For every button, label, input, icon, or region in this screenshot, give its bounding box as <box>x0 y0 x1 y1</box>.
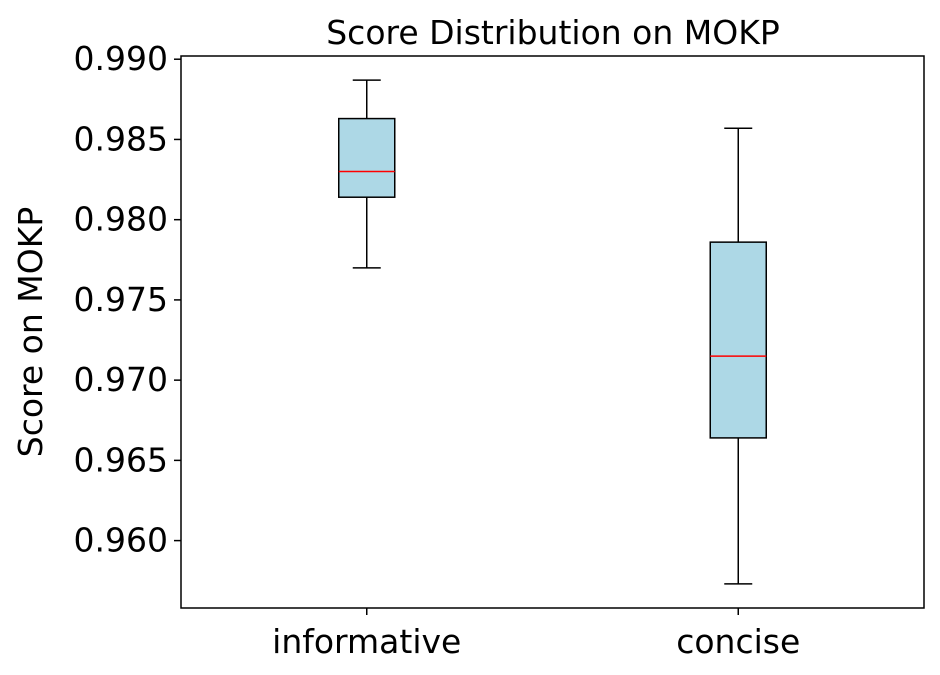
y-tick-label: 0.985 <box>74 119 168 158</box>
y-tick-label: 0.965 <box>74 440 168 479</box>
y-axis-label: Score on MOKP <box>11 207 50 458</box>
plot-area: 0.960 0.965 0.970 0.975 0.980 0.985 0.990 infor… <box>74 39 801 661</box>
chart-title: Score Distribution on MOKP <box>326 13 780 52</box>
plot-frame <box>180 55 925 609</box>
y-tick-label: 0.980 <box>74 200 168 239</box>
y-tick-label: 0.990 <box>74 39 168 78</box>
x-tick-label: informative <box>272 622 461 661</box>
y-tick-label: 0.975 <box>74 280 168 319</box>
x-tick-label: concise <box>676 622 800 661</box>
iqr-box-informative <box>338 117 396 198</box>
y-tick-label: 0.960 <box>74 521 168 560</box>
y-tick-label: 0.970 <box>74 360 168 399</box>
iqr-box-concise <box>709 241 767 439</box>
